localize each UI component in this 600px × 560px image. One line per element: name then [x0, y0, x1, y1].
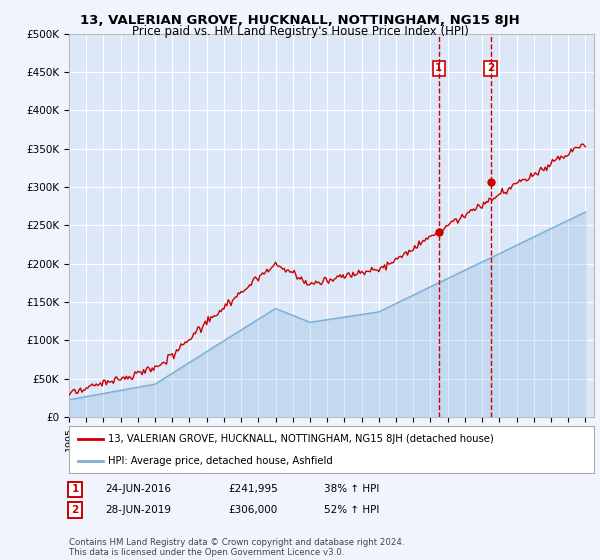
Text: Price paid vs. HM Land Registry's House Price Index (HPI): Price paid vs. HM Land Registry's House …: [131, 25, 469, 38]
Text: 1: 1: [71, 484, 79, 494]
Text: £241,995: £241,995: [228, 484, 278, 494]
Text: 24-JUN-2016: 24-JUN-2016: [105, 484, 171, 494]
Text: 13, VALERIAN GROVE, HUCKNALL, NOTTINGHAM, NG15 8JH: 13, VALERIAN GROVE, HUCKNALL, NOTTINGHAM…: [80, 14, 520, 27]
Text: 13, VALERIAN GROVE, HUCKNALL, NOTTINGHAM, NG15 8JH (detached house): 13, VALERIAN GROVE, HUCKNALL, NOTTINGHAM…: [109, 434, 494, 444]
Text: 1: 1: [435, 63, 442, 73]
Text: Contains HM Land Registry data © Crown copyright and database right 2024.
This d: Contains HM Land Registry data © Crown c…: [69, 538, 404, 557]
Text: HPI: Average price, detached house, Ashfield: HPI: Average price, detached house, Ashf…: [109, 456, 333, 466]
Text: £306,000: £306,000: [228, 505, 277, 515]
Text: 2: 2: [487, 63, 494, 73]
Text: 52% ↑ HPI: 52% ↑ HPI: [324, 505, 379, 515]
Text: 28-JUN-2019: 28-JUN-2019: [105, 505, 171, 515]
Text: 38% ↑ HPI: 38% ↑ HPI: [324, 484, 379, 494]
Text: 2: 2: [71, 505, 79, 515]
